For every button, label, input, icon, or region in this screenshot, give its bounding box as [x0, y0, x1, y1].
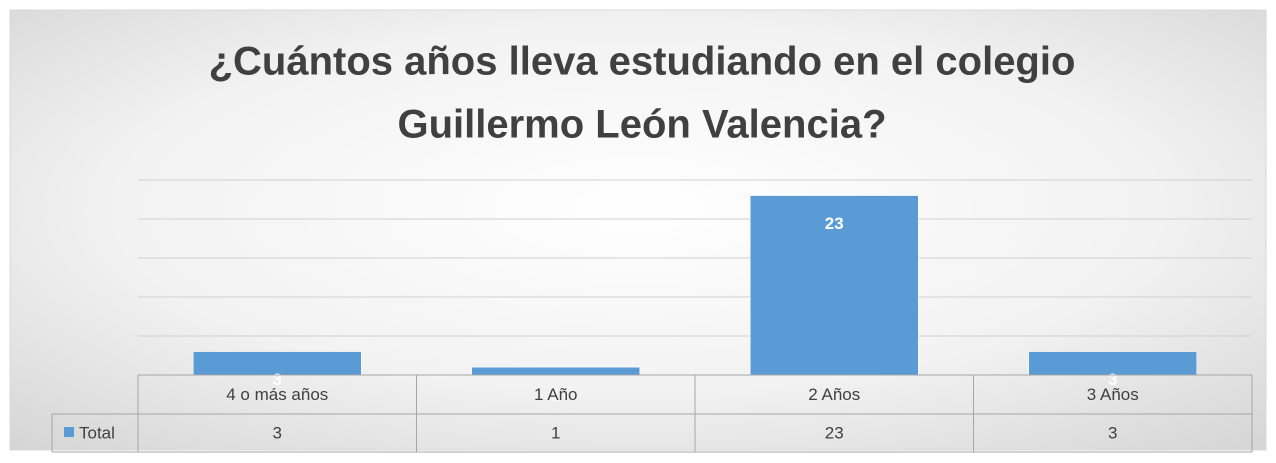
legend-key [64, 427, 74, 437]
table-value: 3 [1108, 423, 1117, 442]
legend-label: Total [79, 423, 115, 442]
x-tick-label: 4 o más años [226, 385, 328, 404]
data-label: 1 [551, 386, 560, 405]
data-label: 3 [1108, 370, 1117, 389]
bar [471, 366, 640, 376]
chart-area [9, 9, 1267, 451]
table-value: 3 [273, 423, 282, 442]
data-label: 23 [825, 214, 844, 233]
table-value: 1 [551, 423, 560, 442]
x-tick-label: 1 Año [534, 385, 578, 404]
bar [750, 195, 919, 376]
chart-title: ¿Cuántos años lleva estudiando en el col… [209, 40, 1076, 84]
x-tick-label: 2 Años [808, 385, 860, 404]
x-tick-label: 3 Años [1087, 385, 1139, 404]
data-label: 3 [273, 370, 282, 389]
table-value: 23 [825, 423, 844, 442]
chart-title: Guillermo León Valencia? [397, 103, 886, 147]
